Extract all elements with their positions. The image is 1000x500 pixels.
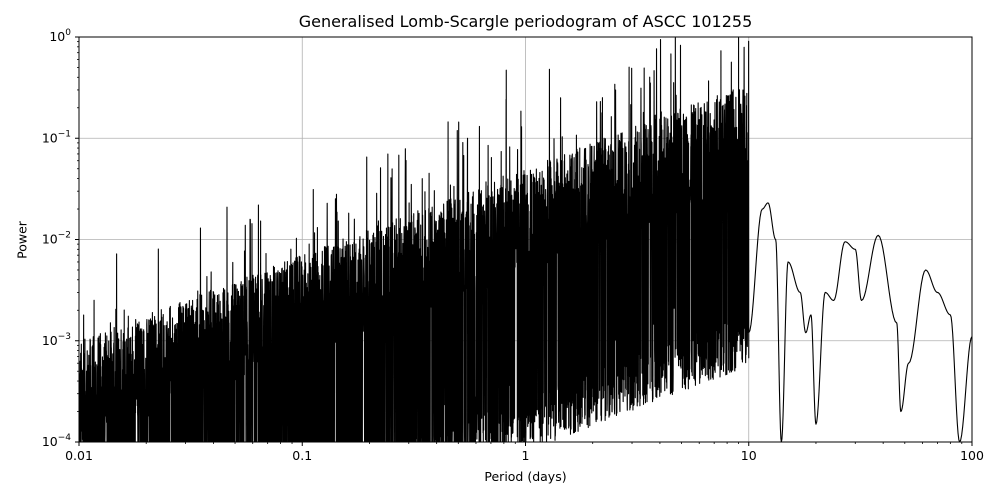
- y-axis-ticks: 10−4 10−3 10−2 10−1 100: [42, 28, 79, 449]
- y-tick-label: 10−2: [42, 231, 71, 247]
- x-tick-label: 100: [960, 448, 984, 463]
- y-tick-label: 10−4: [42, 433, 71, 449]
- chart-title: Generalised Lomb-Scargle periodogram of …: [298, 12, 753, 31]
- power-line: [79, 37, 972, 442]
- x-tick-label: 0.1: [292, 448, 312, 463]
- x-axis-ticks: 0.01 0.1 1 10 100: [65, 442, 984, 463]
- y-tick-label: 10−1: [42, 129, 71, 145]
- x-tick-label: 0.01: [65, 448, 93, 463]
- periodogram-series: [79, 37, 972, 442]
- y-tick-label: 10−3: [42, 332, 71, 348]
- x-tick-label: 1: [522, 448, 530, 463]
- x-axis-label: Period (days): [484, 469, 567, 484]
- y-tick-label: 100: [49, 28, 71, 44]
- y-axis-label: Power: [14, 221, 30, 259]
- x-tick-label: 10: [741, 448, 757, 463]
